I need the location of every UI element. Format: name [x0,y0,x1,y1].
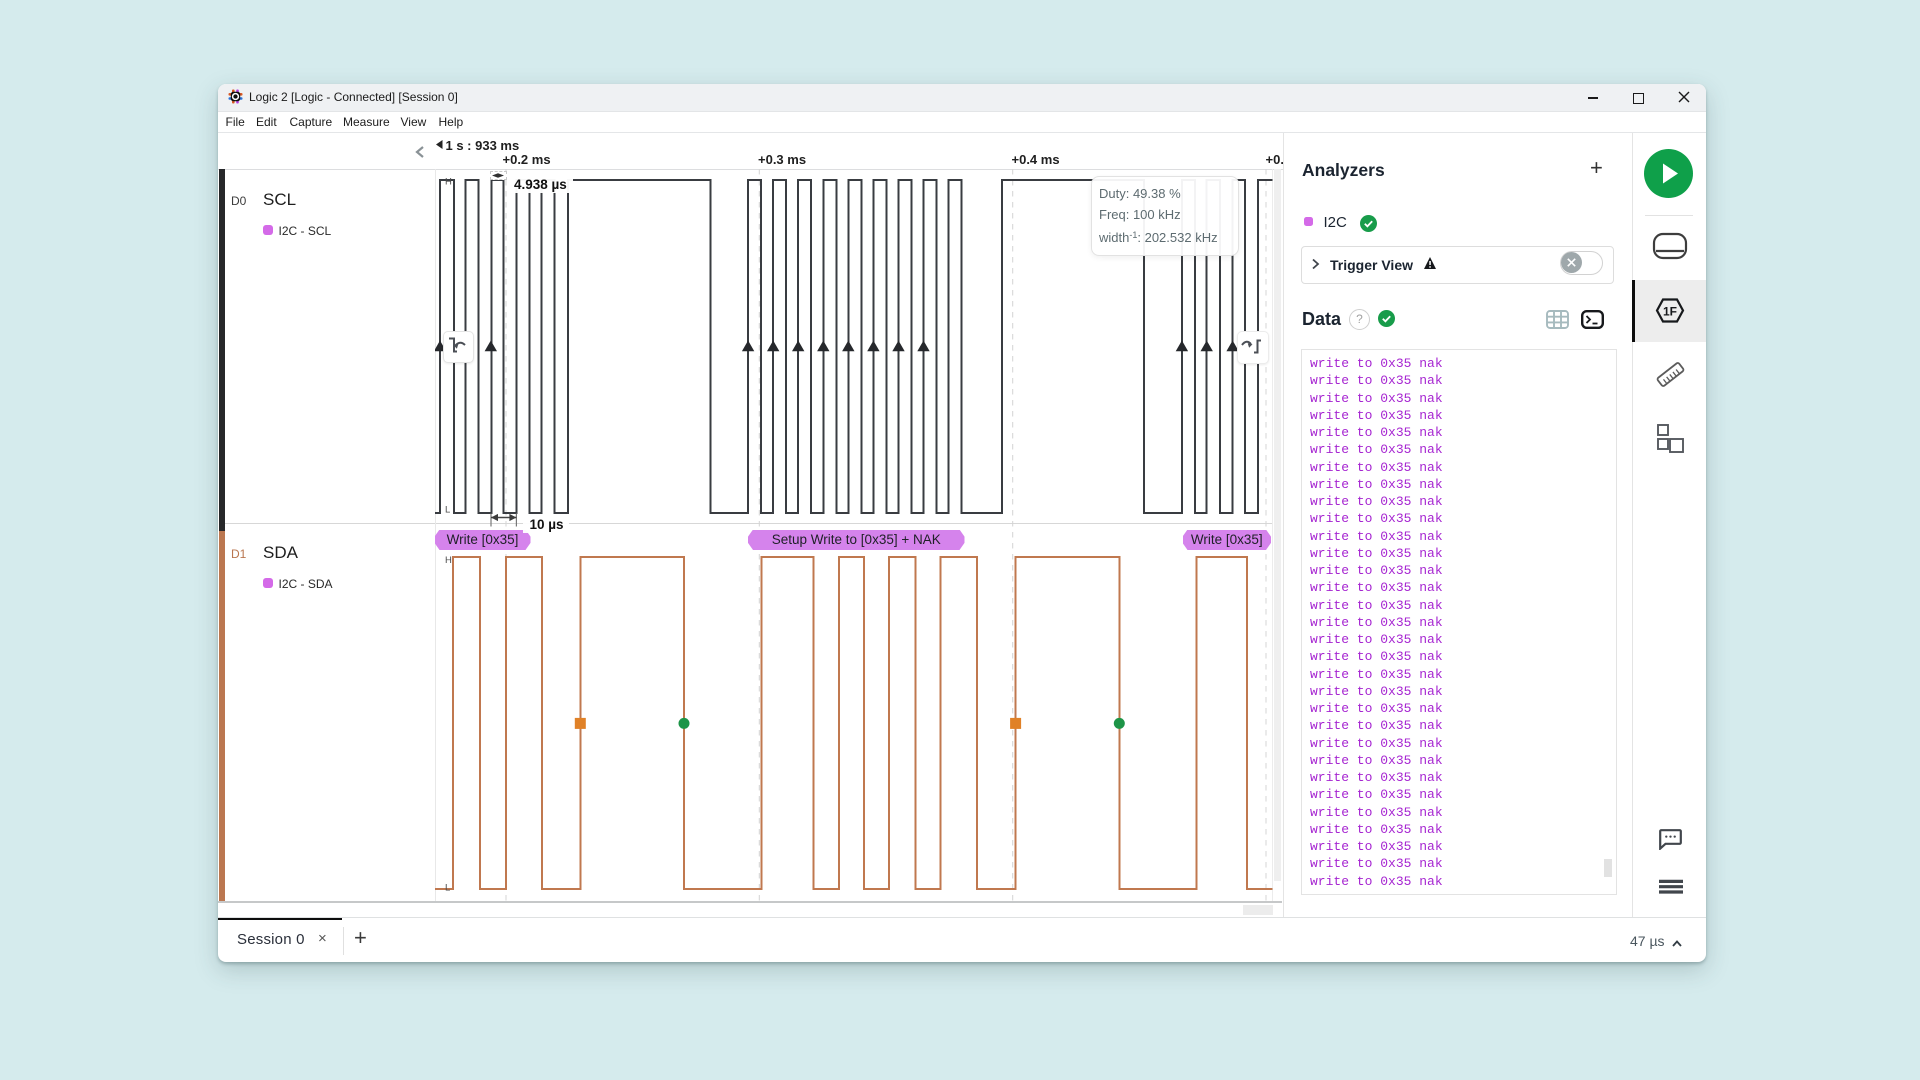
svg-text:H: H [445,177,452,188]
svg-text:H: H [445,555,452,566]
svg-text:1F: 1F [1663,305,1677,319]
svg-text:L: L [445,883,450,894]
svg-text:L: L [445,505,450,516]
